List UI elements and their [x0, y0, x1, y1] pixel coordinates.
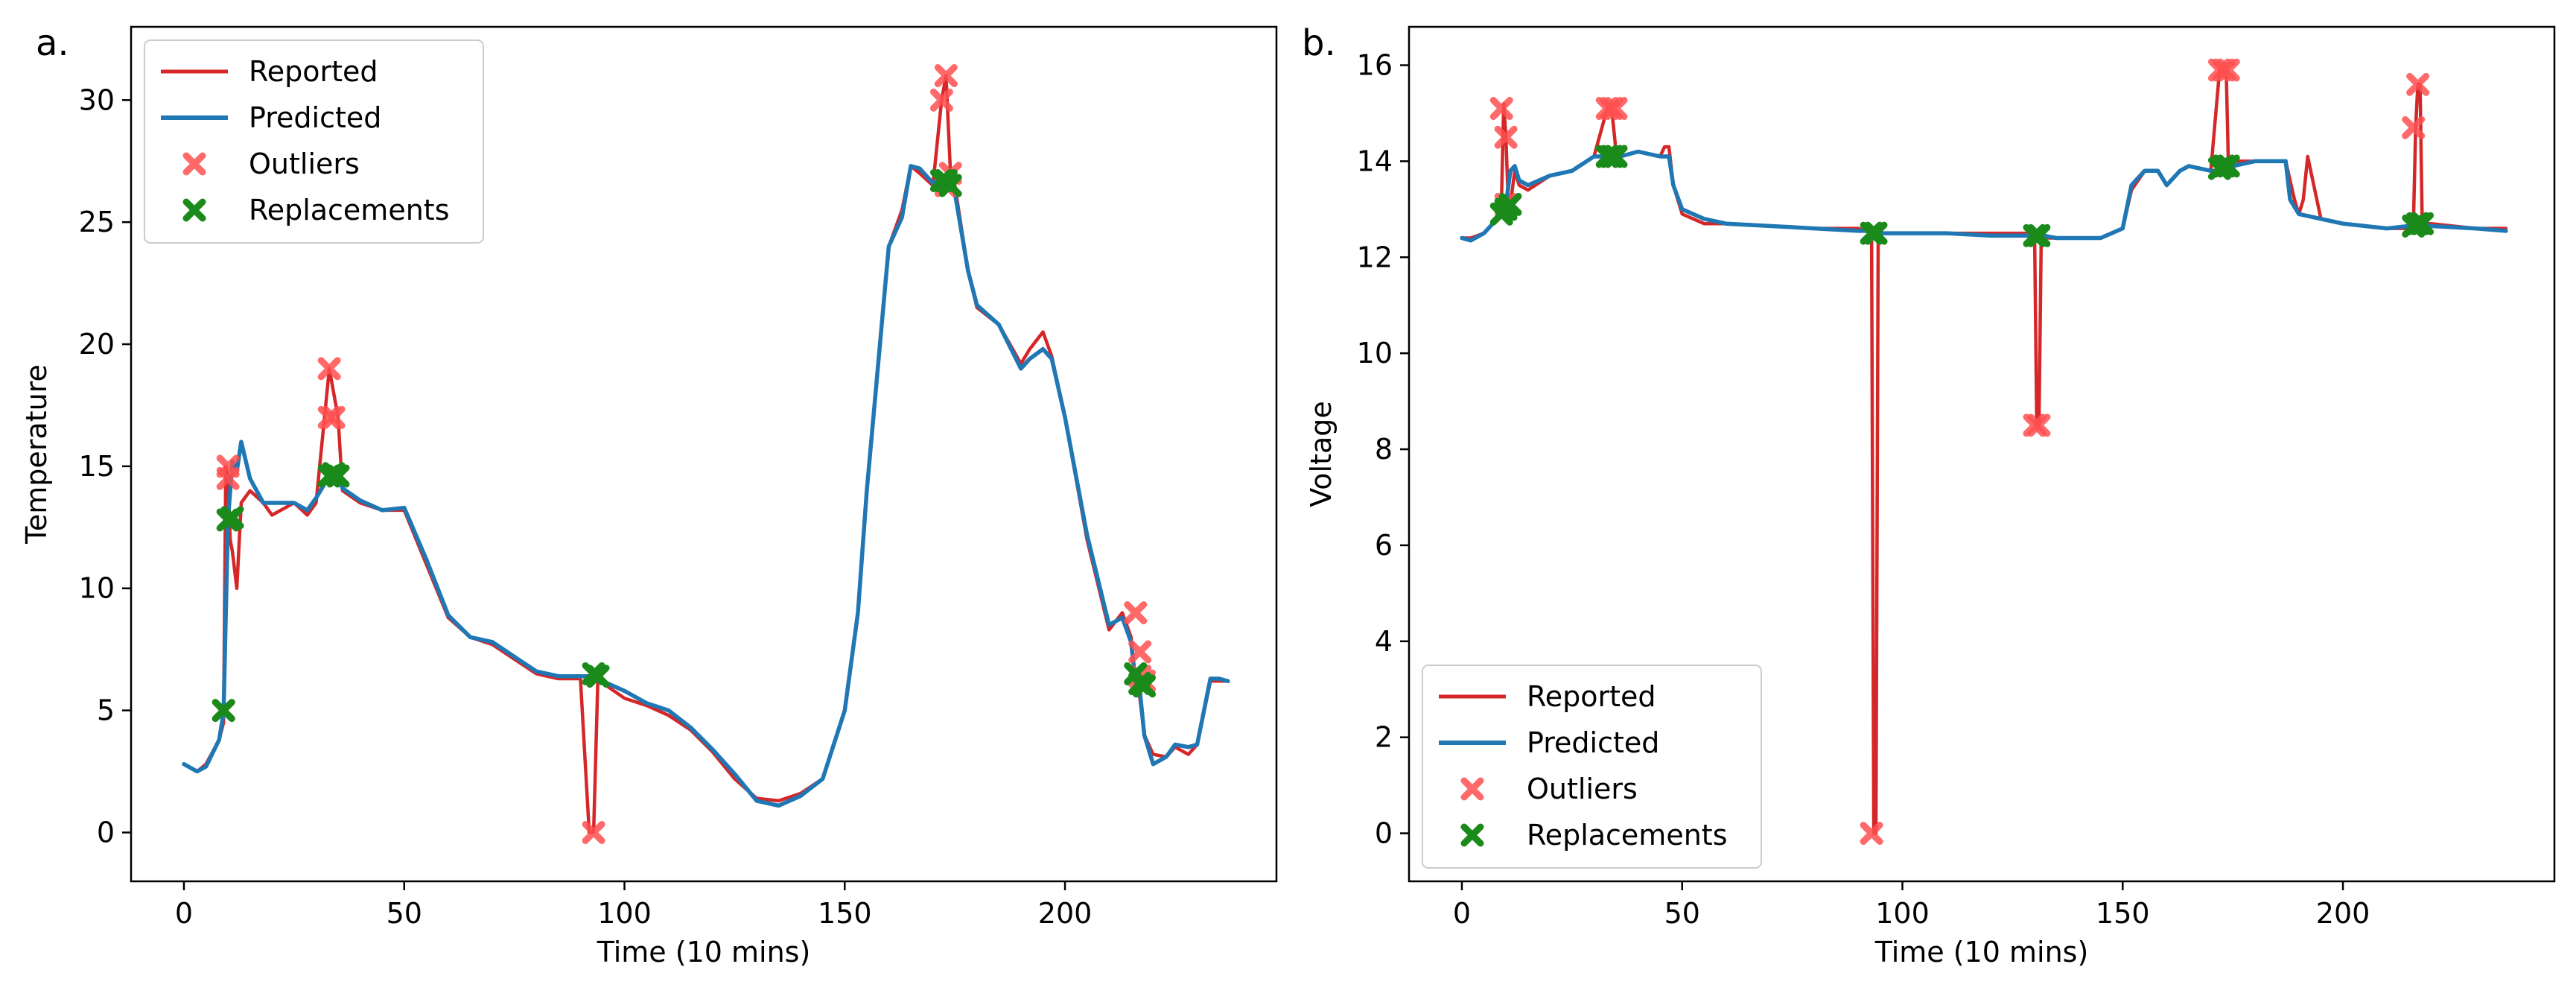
y-tick-label: 5 [97, 694, 115, 727]
y-axis-label: Voltage [1305, 401, 1338, 507]
replacement-marker [2216, 154, 2240, 178]
legend-key-replacements [182, 198, 206, 222]
replacement-marker [938, 174, 962, 197]
legend-label: Outliers [1527, 773, 1638, 805]
x-tick-label: 0 [1453, 897, 1471, 930]
outlier-marker [934, 64, 958, 88]
legend-label: Predicted [249, 101, 381, 134]
x-tick-label: 200 [1038, 897, 1093, 930]
y-tick-label: 10 [79, 572, 115, 605]
y-tick-label: 6 [1375, 529, 1393, 562]
legend-box [1422, 665, 1762, 869]
legend-box [144, 39, 484, 244]
legend-key-replacements [1460, 823, 1484, 847]
legend-label: Reported [1527, 680, 1656, 713]
x-tick-label: 200 [2316, 897, 2370, 930]
legend-label: Replacements [1527, 819, 1728, 852]
replacement-marker [2411, 212, 2435, 235]
chart-panel-a: 0 50 100 150 200 0 5 10 15 20 25 30 Time (10 mins) Te… [20, 25, 1278, 968]
replacement-marker [212, 699, 235, 723]
y-tick-label: 2 [1375, 721, 1393, 754]
legend-label: Reported [249, 55, 378, 88]
legend-key-outliers [1460, 777, 1484, 801]
y-tick-label: 0 [1375, 817, 1393, 850]
legend: Reported Predicted Outliers Replacements [144, 39, 484, 244]
y-tick-label: 10 [1357, 337, 1393, 370]
replacement-marker [1133, 674, 1157, 698]
plot-area [1460, 58, 2508, 846]
outlier-marker [1489, 97, 1513, 121]
legend-label: Replacements [249, 194, 450, 226]
x-tick-label: 50 [1664, 897, 1700, 930]
chart-panel-b: 0 50 100 150 200 0 2 4 6 8 10 12 14 16 Time (10 mins) V… [1305, 25, 2556, 968]
y-tick-label: 0 [97, 816, 115, 849]
outlier-marker [2216, 58, 2240, 82]
outlier-marker [317, 357, 341, 381]
plot-frame [1408, 25, 2556, 883]
x-tick-label: 150 [818, 897, 872, 930]
y-tick-label: 30 [79, 83, 115, 116]
outlier-marker [1128, 640, 1152, 664]
x-tick-label: 50 [387, 897, 422, 930]
replacement-marker [220, 506, 244, 530]
replacement-marker [1498, 192, 1522, 216]
legend-key-outliers [182, 152, 206, 176]
y-tick-label: 8 [1375, 433, 1393, 466]
replacement-marker [1864, 221, 1888, 245]
outlier-marker [1494, 125, 1518, 149]
x-tick-label: 100 [597, 897, 652, 930]
outlier-marker [322, 405, 346, 429]
legend: Reported Predicted Outliers Replacements [1422, 665, 1762, 869]
replacement-marker [326, 464, 350, 488]
y-axis-label: Temperature [20, 364, 53, 545]
x-tick-label: 150 [2096, 897, 2150, 930]
outlier-marker [2027, 413, 2051, 437]
outlier-marker [2406, 72, 2430, 96]
replacement-marker [2027, 223, 2051, 247]
outlier-marker [1124, 601, 1148, 625]
replacement-marker [1604, 145, 1628, 168]
legend-label: Outliers [249, 148, 360, 180]
y-tick-label: 16 [1357, 49, 1393, 82]
panel-letter-b: b. [1302, 22, 1336, 64]
y-tick-label: 15 [79, 450, 115, 483]
y-tick-label: 14 [1357, 145, 1393, 177]
outlier-marker [582, 820, 605, 844]
y-tick-label: 4 [1375, 625, 1393, 658]
y-tick-label: 20 [79, 328, 115, 361]
plot-area [182, 64, 1230, 844]
x-tick-label: 100 [1875, 897, 1930, 930]
outlier-marker [1604, 97, 1628, 121]
y-tick-label: 12 [1357, 241, 1393, 273]
x-axis-label: Time (10 mins) [597, 936, 811, 968]
legend-label: Predicted [1527, 726, 1659, 759]
plot-frame [130, 25, 1278, 883]
series-predicted-line [1460, 149, 2508, 243]
outlier-marker [2402, 115, 2426, 139]
y-tick-label: 25 [79, 206, 115, 238]
x-axis-label: Time (10 mins) [1874, 936, 2089, 968]
outlier-marker [1860, 822, 1883, 846]
replacement-marker [586, 665, 610, 688]
series-predicted-line [182, 164, 1230, 808]
outlier-marker [216, 466, 240, 490]
panel-letter-a: a. [36, 22, 69, 64]
x-tick-label: 0 [175, 897, 193, 930]
outlier-marker [929, 88, 953, 112]
